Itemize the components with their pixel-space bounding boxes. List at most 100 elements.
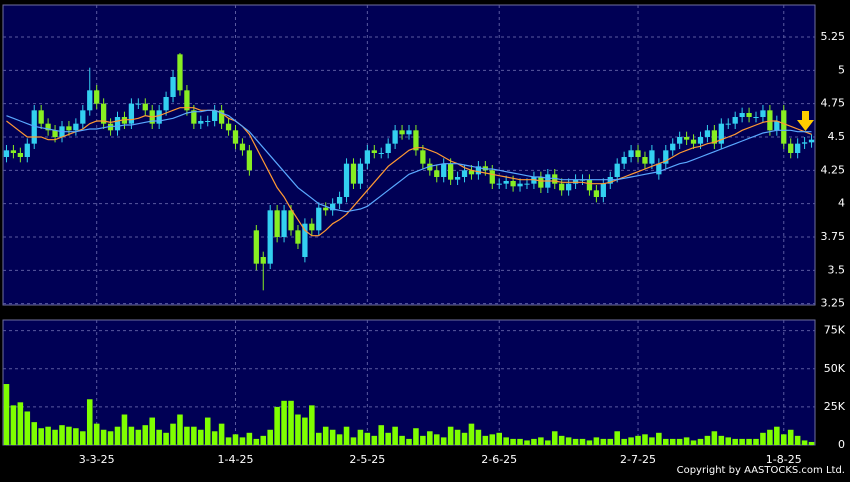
volume-bar: [204, 417, 211, 445]
candle-body: [378, 153, 384, 154]
ma-line: [6, 107, 812, 237]
volume-bar: [801, 440, 808, 445]
candle-body: [288, 210, 294, 231]
candle-body: [704, 130, 711, 137]
volume-bar: [52, 429, 58, 445]
candle-body: [621, 157, 627, 164]
y-tick-label: 3.5: [828, 263, 846, 276]
volume-bar: [107, 431, 114, 445]
volume-bar: [246, 432, 253, 445]
candle-body: [330, 203, 336, 211]
candle-body: [156, 110, 162, 124]
candle-body: [385, 143, 391, 153]
candle-body: [663, 150, 669, 164]
volume-bar: [482, 435, 489, 445]
candle-body: [607, 177, 613, 184]
candle-body: [760, 110, 766, 117]
volume-bar: [156, 429, 162, 445]
volume-bar: [218, 423, 225, 445]
price-panel: [2, 4, 816, 306]
volume-bar: [357, 429, 364, 445]
candle-body: [635, 150, 641, 157]
y-tick-label: 75K: [824, 324, 846, 337]
candle-body: [218, 110, 225, 124]
volume-bar: [211, 431, 218, 445]
volume-bar: [579, 438, 586, 445]
candle-body: [100, 103, 107, 124]
candle-body: [711, 130, 718, 144]
x-tick-label: 1-4-25: [218, 453, 254, 466]
candle-body: [371, 150, 377, 153]
volume-bar: [225, 437, 232, 445]
volume-bar: [399, 435, 405, 445]
volume-bar: [475, 429, 482, 445]
candle-body: [427, 163, 433, 171]
candle-body: [316, 207, 322, 231]
volume-bar: [274, 406, 280, 445]
volume-bar: [10, 405, 17, 445]
volume-bar: [454, 429, 461, 445]
y-tick-label: 4: [838, 197, 845, 210]
y-tick-label: 3.25: [821, 297, 846, 310]
volume-bar: [697, 438, 704, 445]
volume-bar: [100, 429, 107, 445]
candle-body: [448, 163, 454, 180]
candle-body: [323, 207, 329, 211]
candle-body: [801, 142, 808, 144]
y-tick-label: 4.5: [828, 130, 846, 143]
volume-bar: [93, 423, 100, 445]
candle-body: [531, 177, 537, 184]
candle-body: [482, 166, 488, 171]
volume-bar: [427, 431, 433, 445]
candle-body: [697, 137, 704, 144]
volume-bar: [663, 438, 669, 445]
x-tick-label: 1-8-25: [766, 453, 802, 466]
volume-bar: [406, 438, 412, 445]
candle-body: [683, 137, 690, 140]
candle-body: [795, 143, 801, 153]
candle-body: [177, 54, 183, 91]
candle-body: [121, 117, 128, 124]
candle-body: [170, 77, 176, 97]
volume-bar: [649, 437, 655, 445]
candle-body: [441, 163, 447, 177]
candle-body: [350, 163, 357, 184]
candle-body: [420, 150, 426, 164]
volume-bar: [447, 426, 454, 445]
volume-bar: [80, 431, 86, 445]
candle-body: [205, 121, 211, 122]
volume-bar: [302, 417, 308, 445]
candle-body: [406, 130, 412, 135]
candle-body: [198, 121, 204, 124]
volume-bar: [73, 428, 79, 445]
candle-body: [670, 143, 676, 151]
candle-body: [559, 183, 565, 191]
candle-body: [413, 130, 419, 151]
volume-bar: [121, 414, 128, 445]
volume-bar: [496, 432, 502, 445]
volume-bar: [260, 435, 267, 445]
y-tick-label: 25K: [824, 400, 846, 413]
candle-body: [128, 103, 135, 124]
volume-bar: [676, 438, 683, 445]
volume-bar: [690, 440, 697, 445]
candle-body: [524, 183, 530, 185]
volume-bar: [343, 426, 350, 445]
candle-body: [753, 117, 759, 118]
candle-body: [364, 150, 370, 164]
candle-body: [746, 113, 752, 117]
candle-body: [45, 123, 51, 131]
candle-body: [246, 150, 253, 171]
candle-body: [586, 179, 593, 191]
volume-bar: [177, 414, 183, 445]
volume-bar: [170, 423, 176, 445]
candle-body: [225, 123, 232, 131]
volume-bar: [3, 384, 10, 445]
volume-bar: [322, 426, 329, 445]
candle-body: [732, 117, 738, 124]
volume-bar: [669, 438, 676, 445]
candle-body: [690, 139, 697, 144]
volume-bar: [420, 435, 426, 445]
volume-bar: [232, 434, 239, 445]
